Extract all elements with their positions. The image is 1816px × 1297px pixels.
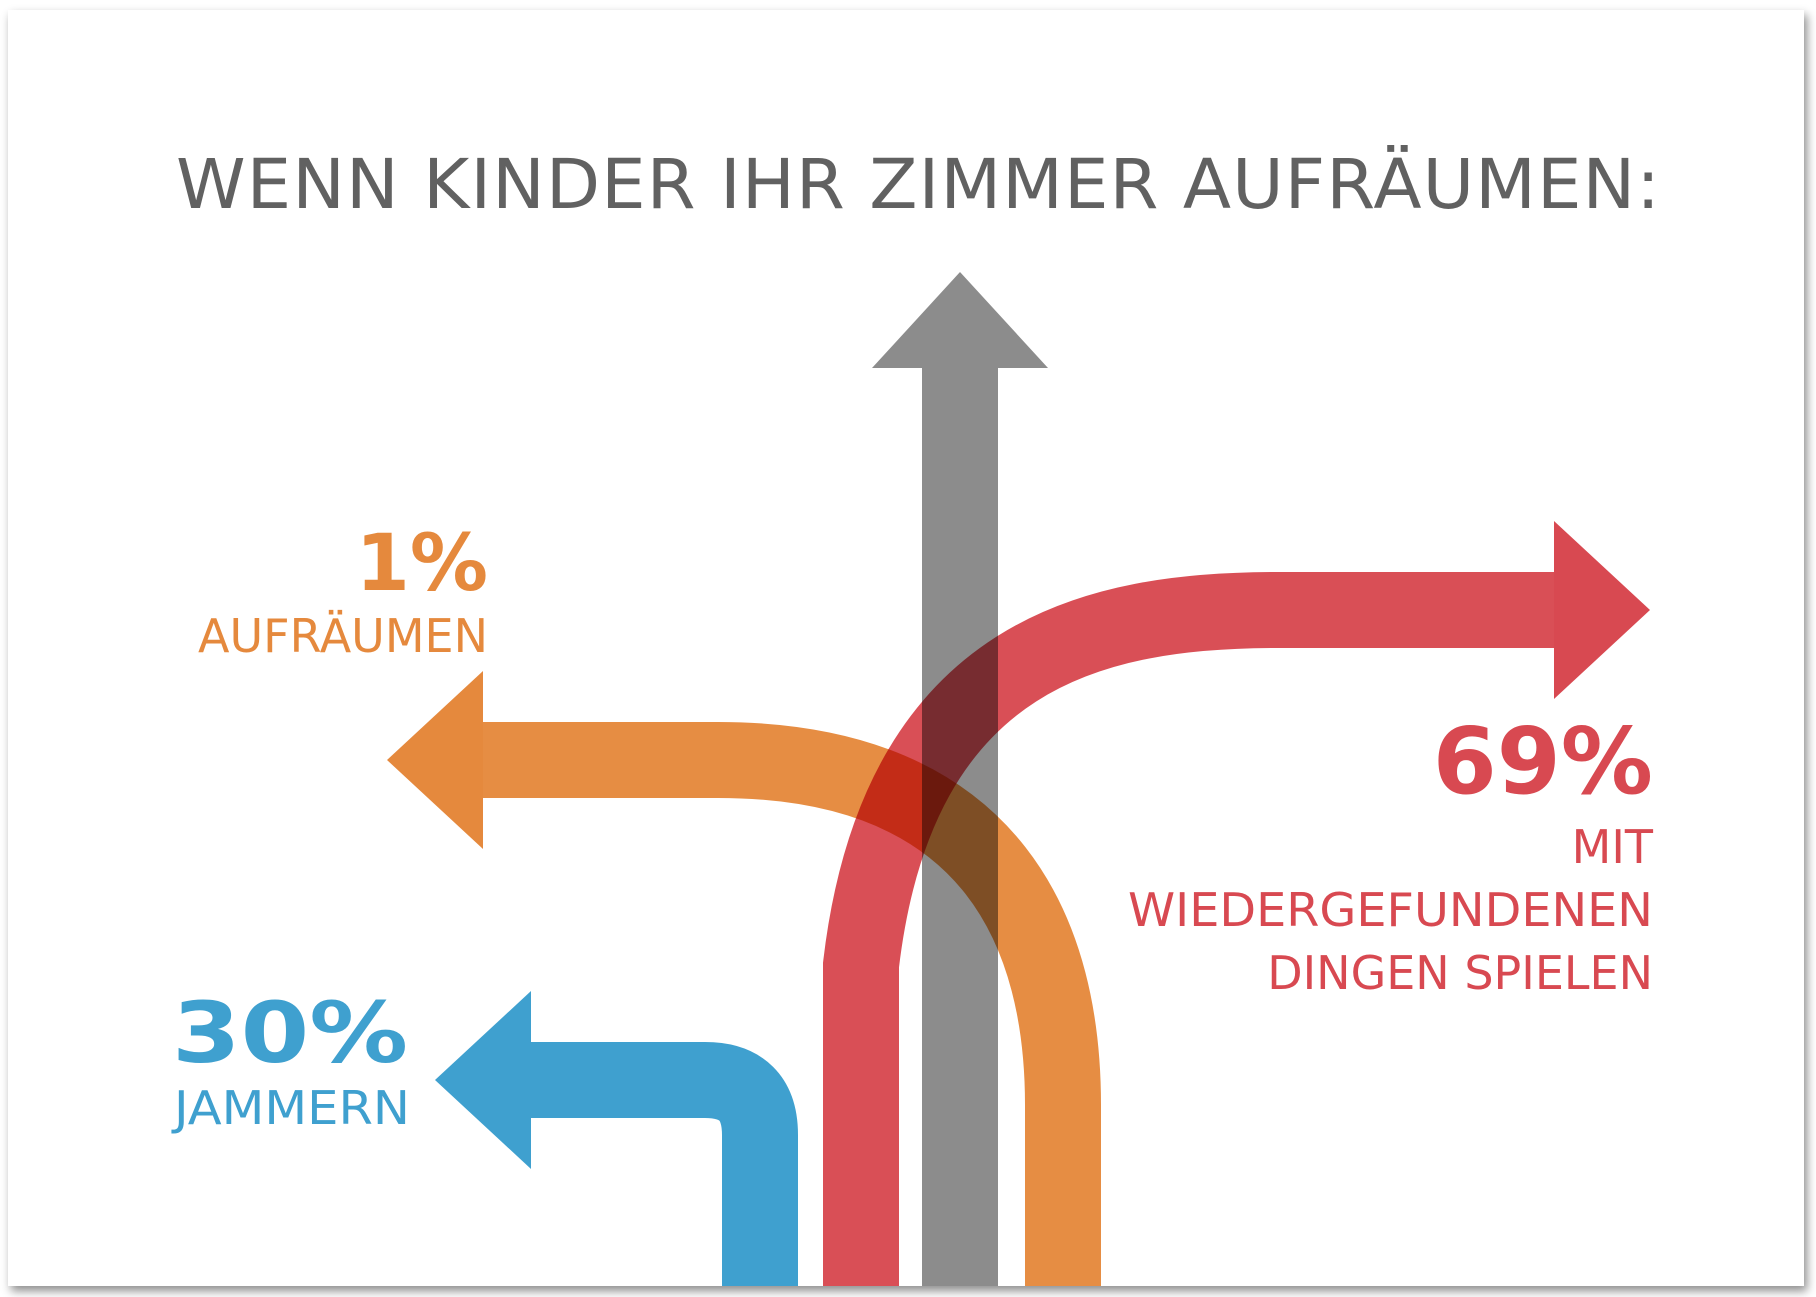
label-jammern: JAMMERN	[171, 1081, 410, 1135]
infographic-card: WENN KINDER IHR ZIMMER AUFRÄUMEN: 1% AUF…	[8, 10, 1804, 1286]
outcome-jammern: 30% JAMMERN	[171, 984, 410, 1135]
label-spielen-line-2: WIEDERGEFUNDENEN	[1128, 883, 1653, 937]
label-spielen-line-3: DINGEN SPIELEN	[1267, 946, 1653, 1000]
percent-spielen: 69%	[1433, 708, 1653, 815]
outcome-spielen: 69% MIT WIEDERGEFUNDENEN DINGEN SPIELEN	[1128, 708, 1654, 1000]
blue-left-arrow	[435, 991, 798, 1286]
percent-jammern: 30%	[172, 984, 408, 1082]
label-spielen-line-1: MIT	[1572, 820, 1654, 874]
outcome-aufraeumen: 1% AUFRÄUMEN	[198, 519, 488, 663]
orange-left-arrow	[387, 671, 1101, 1286]
percent-aufraeumen: 1%	[356, 519, 488, 609]
arrows-diagram: WENN KINDER IHR ZIMMER AUFRÄUMEN: 1% AUF…	[171, 144, 1661, 1286]
label-aufraeumen: AUFRÄUMEN	[198, 609, 488, 663]
red-right-arrow	[823, 521, 1650, 1286]
page-title: WENN KINDER IHR ZIMMER AUFRÄUMEN:	[176, 144, 1661, 225]
